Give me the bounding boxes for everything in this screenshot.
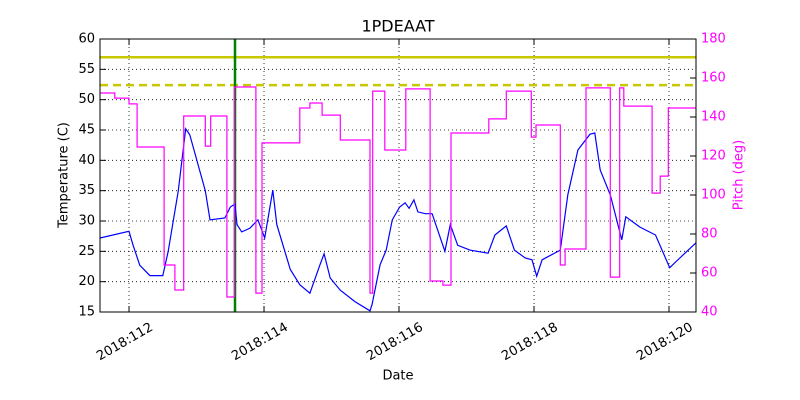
y-tick-label: 45 — [78, 123, 95, 138]
x-tick-label: 2018:120 — [634, 320, 695, 364]
data-line — [100, 86, 696, 298]
x-tick-label: 2018:114 — [229, 320, 290, 364]
y2-tick-label: 120 — [701, 149, 726, 164]
x-tick-label: 2018:118 — [499, 320, 560, 364]
x-axis-label: Date — [382, 369, 413, 384]
y2-axis-label: Pitch (deg) — [732, 140, 747, 210]
plot-frame — [99, 38, 697, 313]
y-tick-label: 20 — [78, 274, 95, 289]
y-tick-label: 15 — [78, 305, 95, 320]
x-tick-label: 2018:116 — [364, 320, 425, 364]
y2-tick-label: 100 — [701, 188, 726, 203]
y2-tick-label: 140 — [701, 110, 726, 125]
y2-tick-label: 80 — [701, 227, 718, 242]
y2-tick-label: 180 — [701, 32, 726, 47]
x-tick-label: 2018:112 — [94, 320, 155, 364]
y-axis-label: Temperature (C) — [57, 122, 72, 229]
y-tick-label: 40 — [78, 153, 95, 168]
y-tick-label: 60 — [78, 32, 95, 47]
y2-tick-label: 160 — [701, 71, 726, 86]
chart-title: 1PDEAAT — [361, 17, 434, 36]
y-tick-label: 55 — [78, 62, 95, 77]
y2-tick-label: 40 — [701, 305, 718, 320]
y-tick-label: 50 — [78, 92, 95, 107]
y-tick-label: 30 — [78, 214, 95, 229]
y-tick-label: 25 — [78, 244, 95, 259]
y-tick-label: 35 — [78, 183, 95, 198]
y2-tick-label: 60 — [701, 266, 718, 281]
data-line — [99, 127, 697, 312]
